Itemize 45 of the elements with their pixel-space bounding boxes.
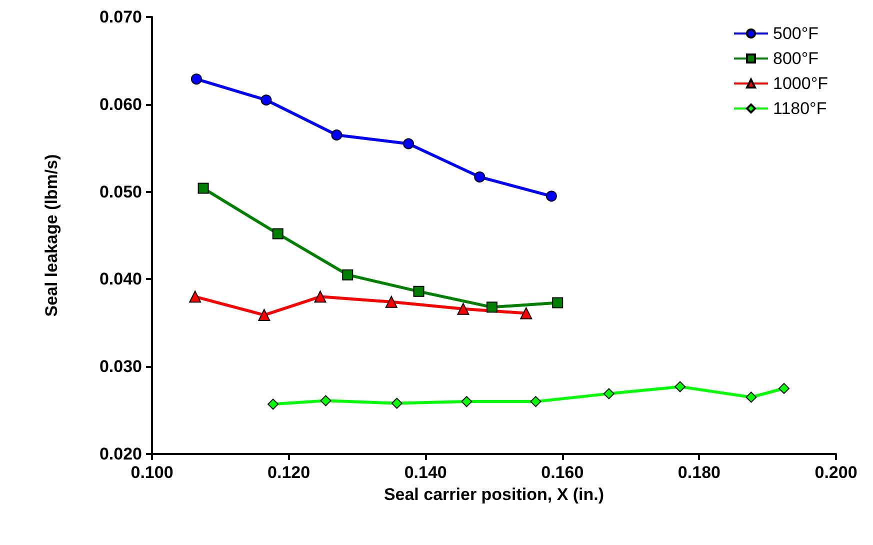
point — [268, 398, 279, 410]
point — [272, 228, 284, 240]
y-tick-label: 0.060 — [99, 94, 142, 114]
x-tick-label: 0.180 — [678, 463, 720, 482]
y-axis-title: Seal leakage (lbm/s) — [42, 154, 61, 317]
point — [413, 286, 424, 297]
x-axis-title: Seal carrier position, X (in.) — [384, 485, 604, 504]
legend-label: 500°F — [773, 24, 819, 43]
point — [190, 74, 202, 85]
point — [674, 381, 686, 392]
point — [260, 94, 272, 106]
point — [530, 396, 542, 408]
legend-label: 800°F — [773, 49, 819, 68]
point — [198, 182, 209, 194]
y-tick-label: 0.020 — [99, 444, 142, 464]
point — [189, 290, 202, 303]
x-tick-label: 0.140 — [404, 463, 447, 482]
y-tick-label: 0.030 — [99, 357, 142, 376]
point — [603, 388, 614, 400]
point — [552, 297, 564, 308]
point — [385, 296, 398, 308]
point — [520, 307, 532, 320]
point — [746, 392, 757, 403]
point — [331, 129, 342, 140]
point — [391, 398, 402, 409]
y-tick-label: 0.050 — [99, 182, 142, 202]
point — [546, 190, 557, 202]
point — [778, 382, 790, 394]
x-tick-label: 0.200 — [814, 463, 858, 482]
point — [258, 309, 270, 322]
x-tick-label: 0.160 — [541, 463, 584, 482]
point — [461, 396, 472, 408]
point — [342, 269, 354, 280]
point — [457, 302, 470, 315]
point — [403, 138, 414, 150]
legend-label: 1000°F — [773, 74, 828, 93]
point — [320, 395, 332, 406]
point — [314, 290, 326, 303]
x-tick-label: 0.100 — [130, 463, 174, 482]
point — [486, 302, 498, 313]
y-tick-label: 0.070 — [99, 8, 142, 26]
point — [474, 171, 486, 182]
legend-label: 1180°F — [773, 99, 827, 118]
x-tick-label: 0.120 — [268, 463, 310, 482]
y-tick-label: 0.040 — [99, 270, 142, 289]
